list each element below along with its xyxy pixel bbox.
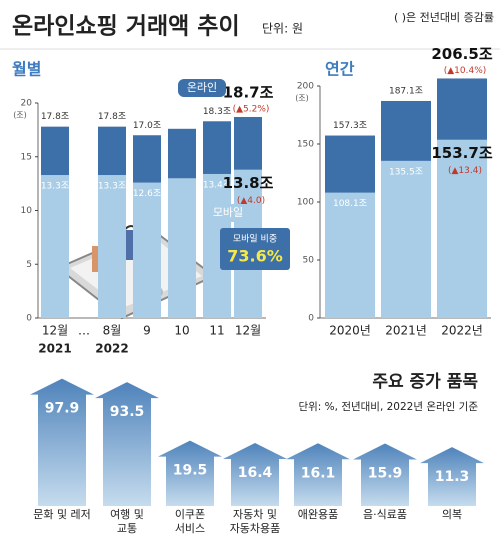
y-tick-label: 10 bbox=[21, 206, 33, 216]
category-label: 의복 bbox=[442, 508, 462, 521]
mobile-bar bbox=[437, 139, 487, 318]
x-tick-label: 9 bbox=[143, 324, 151, 338]
value-label: 97.9 bbox=[45, 401, 80, 417]
page-title: 온라인쇼핑 거래액 추이 bbox=[12, 14, 240, 40]
category-label: 자동차 및 bbox=[233, 508, 277, 521]
legend-note: ( )은 전년대비 증감률 bbox=[394, 11, 494, 24]
change-label: (▲13.4) bbox=[448, 166, 482, 176]
category-label: 음·식료품 bbox=[363, 508, 407, 521]
value-label: 187.1조 bbox=[389, 86, 423, 96]
x-tick-label: 12월 bbox=[42, 324, 68, 338]
value-label: 16.4 bbox=[238, 465, 273, 481]
legend-badge bbox=[178, 79, 226, 97]
x-sub-label: 2021 bbox=[38, 342, 71, 356]
change-label: (▲10.4%) bbox=[444, 66, 487, 76]
chart-title: 월별 bbox=[12, 60, 41, 79]
value-label: 15.9 bbox=[368, 465, 403, 481]
y-tick-label: 0 bbox=[26, 314, 32, 324]
growth-arrow bbox=[223, 443, 287, 506]
chart-title: 주요 증가 품목 bbox=[372, 372, 478, 392]
value-label: 135.5조 bbox=[389, 167, 423, 177]
y-tick-label: 0 bbox=[308, 314, 314, 324]
unit-note: 단위: 원 bbox=[262, 22, 303, 36]
x-tick-label: 2022년 bbox=[441, 324, 483, 338]
y-tick-label: 15 bbox=[21, 152, 32, 162]
chart-title: 연간 bbox=[325, 60, 355, 79]
value-label: 93.5 bbox=[110, 404, 145, 420]
mobile-bar bbox=[41, 175, 69, 318]
y-tick-label: 50 bbox=[303, 256, 315, 266]
x-sub-label: 2022 bbox=[95, 342, 128, 356]
value-label: 18.7조 bbox=[223, 83, 274, 101]
value-label: 153.7조 bbox=[431, 144, 492, 162]
value-label: 17.0조 bbox=[133, 121, 161, 131]
y-tick-label: 100 bbox=[297, 198, 314, 208]
value-label: 19.5 bbox=[173, 463, 208, 479]
growth-arrow bbox=[158, 440, 222, 506]
legend-label: 모바일 bbox=[213, 205, 243, 219]
x-tick-label: 10 bbox=[174, 324, 189, 338]
value-label: 206.5조 bbox=[431, 45, 492, 63]
chart-note: 단위: %, 전년대비, 2022년 온라인 기준 bbox=[298, 400, 478, 413]
x-tick-label: 12월 bbox=[235, 324, 261, 338]
x-tick-label: 2020년 bbox=[329, 324, 371, 338]
value-label: 17.8조 bbox=[41, 112, 69, 122]
mobile-bar bbox=[98, 175, 126, 318]
y-tick-label: 5 bbox=[26, 260, 32, 270]
value-label: 13.8조 bbox=[223, 174, 274, 192]
y-unit: (조) bbox=[13, 111, 27, 120]
value-label: 13.3조 bbox=[41, 182, 69, 192]
value-label: 108.1조 bbox=[333, 199, 367, 209]
y-tick-label: 20 bbox=[21, 99, 33, 109]
x-tick-label: 8월 bbox=[103, 324, 122, 338]
legend-badge bbox=[204, 204, 252, 222]
mobile-bar bbox=[133, 182, 161, 318]
category-label: 자동차용품 bbox=[230, 522, 281, 535]
category-label: 여행 및 bbox=[110, 508, 144, 521]
x-tick-label: 11 bbox=[209, 324, 224, 338]
category-label: 문화 및 레저 bbox=[33, 508, 91, 521]
category-label: 교통 bbox=[117, 522, 137, 535]
value-label: 18.3조 bbox=[203, 107, 231, 117]
growth-arrow bbox=[353, 443, 417, 506]
x-tick-label: 2021년 bbox=[385, 324, 427, 338]
value-label: 12.6조 bbox=[133, 189, 161, 199]
change-label: (▲5.2%) bbox=[233, 104, 270, 114]
mobile-bar bbox=[325, 192, 375, 318]
value-label: 16.1 bbox=[301, 465, 336, 481]
y-tick-label: 200 bbox=[297, 82, 314, 92]
growth-arrow bbox=[95, 382, 159, 506]
legend-label: 온라인 bbox=[187, 81, 217, 94]
category-label: 애완용품 bbox=[298, 508, 338, 521]
gap-label: … bbox=[78, 324, 90, 338]
growth-arrow bbox=[420, 447, 484, 506]
mobile-bar bbox=[381, 160, 431, 318]
value-label: 11.3 bbox=[435, 469, 470, 485]
change-label: (▲4.0) bbox=[237, 196, 265, 206]
annotation-box bbox=[220, 228, 290, 270]
annotation-title: 모바일 비중 bbox=[233, 234, 277, 245]
y-tick-label: 150 bbox=[297, 140, 314, 150]
value-label: 13.3조 bbox=[98, 182, 126, 192]
y-unit: (조) bbox=[295, 94, 309, 103]
value-label: 17.8조 bbox=[98, 112, 126, 122]
value-label: 13.4조 bbox=[203, 180, 231, 190]
category-label: 서비스 bbox=[175, 522, 205, 535]
growth-arrow bbox=[30, 378, 94, 506]
annotation-value: 73.6% bbox=[227, 247, 283, 266]
category-label: 이쿠폰 bbox=[175, 508, 205, 521]
mobile-bar bbox=[168, 178, 196, 318]
growth-arrow bbox=[286, 443, 350, 506]
value-label: 157.3조 bbox=[333, 121, 367, 131]
